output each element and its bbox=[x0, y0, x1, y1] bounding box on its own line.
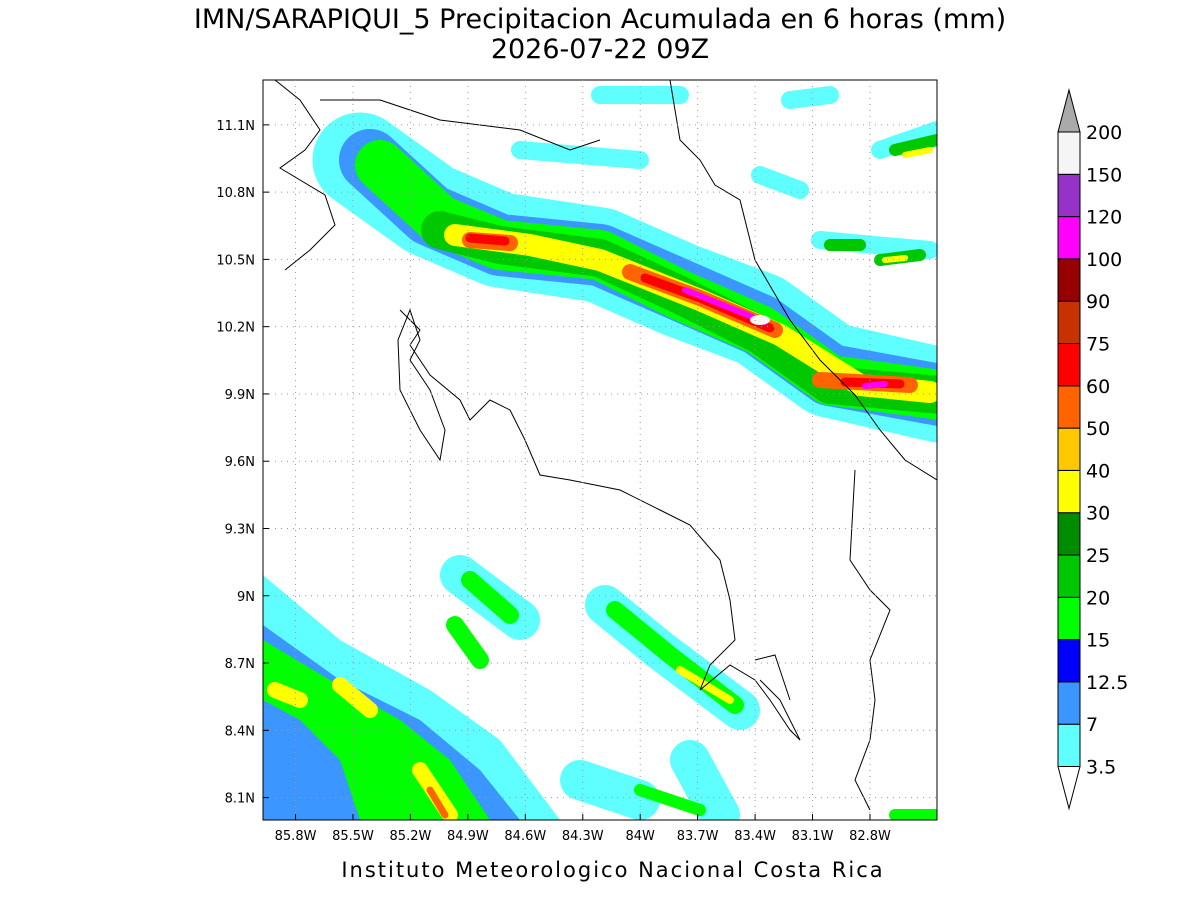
colorbar-label: 120 bbox=[1086, 207, 1122, 229]
colorbar-under bbox=[1057, 766, 1081, 811]
colorbar-over bbox=[1057, 88, 1081, 133]
footer: Instituto Meteorologico Nacional Costa R… bbox=[341, 858, 884, 882]
y-tick-label: 9.9N bbox=[225, 388, 255, 403]
y-tick-label: 10.5N bbox=[216, 253, 255, 268]
colorbar-box bbox=[1057, 258, 1081, 302]
colorbar-label: 15 bbox=[1086, 630, 1110, 652]
colorbar-label: 200 bbox=[1086, 122, 1122, 144]
colorbar-label: 100 bbox=[1086, 249, 1122, 271]
colorbar-label: 3.5 bbox=[1086, 757, 1116, 779]
colorbar-label: 40 bbox=[1086, 460, 1110, 482]
x-tick-label: 85.5W bbox=[332, 829, 374, 844]
x-tick-label: 82.8W bbox=[849, 829, 891, 844]
colorbar-label: 90 bbox=[1086, 291, 1110, 313]
x-tick-label: 85.2W bbox=[390, 829, 432, 844]
colorbar-label: 75 bbox=[1086, 334, 1110, 356]
map-frame bbox=[262, 79, 938, 821]
colorbar-label: 50 bbox=[1086, 418, 1110, 440]
colorbar-box bbox=[1057, 723, 1081, 768]
x-tick-label: 84.6W bbox=[504, 829, 546, 844]
colorbar-label: 20 bbox=[1086, 587, 1110, 609]
y-tick-label: 10.8N bbox=[216, 186, 255, 201]
colorbar-label: 60 bbox=[1086, 376, 1110, 398]
colorbar-box bbox=[1057, 469, 1081, 514]
x-tick-label: 84W bbox=[626, 829, 656, 844]
y-tick-label: 10.2N bbox=[216, 321, 255, 336]
precip-field bbox=[263, 86, 937, 820]
y-tick-label: 9.6N bbox=[225, 455, 255, 470]
x-tick-label: 83.4W bbox=[734, 829, 776, 844]
y-tick-label: 8.4N bbox=[225, 724, 255, 739]
y-tick-label: 8.7N bbox=[225, 657, 255, 672]
colorbar-label: 150 bbox=[1086, 164, 1122, 186]
colorbar-box bbox=[1057, 554, 1081, 598]
colorbar-label: 7 bbox=[1086, 714, 1098, 736]
colorbar-label: 30 bbox=[1086, 503, 1110, 525]
colorbar-box bbox=[1057, 681, 1081, 725]
colorbar-box bbox=[1057, 216, 1081, 260]
colorbar-box bbox=[1057, 639, 1081, 683]
x-tick-label: 85.8W bbox=[275, 829, 317, 844]
colorbar-box bbox=[1057, 512, 1081, 556]
colorbar-box bbox=[1057, 385, 1081, 429]
colorbar-box bbox=[1057, 427, 1081, 471]
y-tick-label: 9N bbox=[237, 590, 255, 605]
title: IMN/SARAPIQUI_5 Precipitacion Acumulada … bbox=[194, 4, 1006, 35]
y-tick-label: 8.1N bbox=[225, 792, 255, 807]
colorbar-label: 25 bbox=[1086, 545, 1110, 567]
y-tick-label: 9.3N bbox=[225, 522, 255, 537]
x-tick-label: 84.9W bbox=[447, 829, 489, 844]
colorbar-label: 12.5 bbox=[1086, 672, 1128, 694]
colorbar-box bbox=[1057, 596, 1081, 641]
colorbar-box bbox=[1057, 173, 1081, 218]
colorbar-box bbox=[1057, 343, 1081, 387]
x-tick-label: 83.1W bbox=[792, 829, 834, 844]
subtitle: 2026-07-22 09Z bbox=[491, 34, 709, 65]
colorbar-box bbox=[1057, 300, 1081, 345]
x-tick-label: 83.7W bbox=[677, 829, 719, 844]
x-tick-label: 84.3W bbox=[562, 829, 604, 844]
colorbar-box bbox=[1057, 131, 1081, 175]
y-tick-label: 11.1N bbox=[216, 119, 255, 134]
